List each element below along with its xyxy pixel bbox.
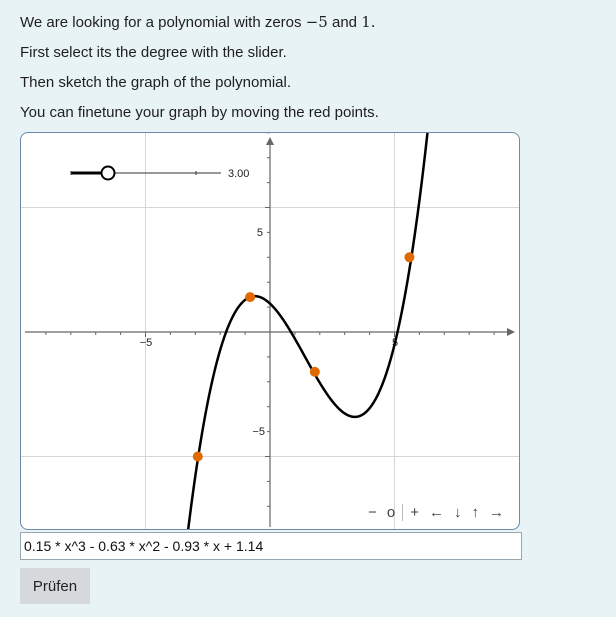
toolbar-divider — [402, 504, 404, 521]
y-axis-arrow — [266, 137, 274, 145]
polynomial-curve — [186, 133, 429, 529]
formula-input[interactable] — [20, 532, 522, 560]
instruction-line-1: We are looking for a polynomial with zer… — [20, 13, 376, 32]
graph-applet[interactable]: −5 5 5 −5 3.00 − o + ← ↓ ↑ → — [20, 132, 520, 530]
instruction-line-3: Then sketch the graph of the polynomial. — [20, 74, 291, 91]
axes — [25, 137, 515, 527]
zero-value-2: 1. — [361, 13, 376, 31]
y-tick-label-5: 5 — [257, 227, 263, 239]
pan-up-button[interactable]: ↑ — [471, 504, 480, 521]
zoom-out-button[interactable]: − — [368, 504, 377, 521]
control-point-2[interactable] — [245, 292, 256, 303]
zero-value-1: −5 — [305, 13, 328, 31]
graph-toolbar: − o + ← ↓ ↑ → — [363, 504, 509, 521]
reset-view-button[interactable]: o — [386, 504, 396, 521]
instruction-line-4: You can finetune your graph by moving th… — [20, 104, 379, 121]
graph-canvas[interactable]: −5 5 5 −5 3.00 — [21, 133, 519, 529]
instruction-and: and — [327, 14, 362, 31]
zoom-in-button[interactable]: + — [410, 504, 419, 521]
check-button[interactable]: Prüfen — [20, 568, 90, 604]
instruction-line-2: First select its the degree with the sli… — [20, 44, 287, 61]
degree-slider[interactable] — [70, 165, 221, 181]
control-point-1[interactable] — [192, 451, 203, 462]
y-tick-label-neg5: −5 — [252, 426, 265, 438]
control-point-3[interactable] — [309, 366, 320, 377]
slider-value-label: 3.00 — [228, 168, 249, 180]
pan-left-button[interactable]: ← — [429, 504, 444, 521]
x-tick-label-neg5: −5 — [140, 337, 153, 349]
instruction-text: We are looking for a polynomial with zer… — [20, 14, 306, 31]
control-point-4[interactable] — [404, 252, 415, 263]
x-axis-arrow — [507, 328, 515, 336]
axis-ticks — [45, 133, 495, 507]
pan-down-button[interactable]: ↓ — [454, 504, 462, 521]
slider-handle[interactable] — [100, 165, 116, 181]
pan-right-button[interactable]: → — [489, 504, 504, 521]
